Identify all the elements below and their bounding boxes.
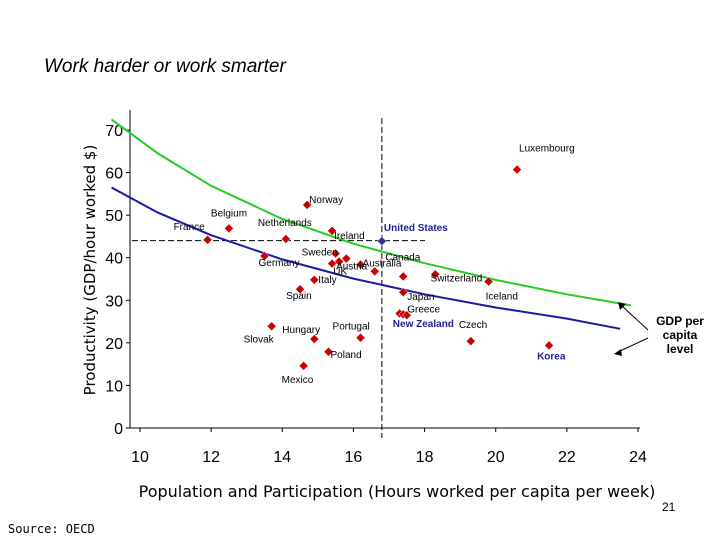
- point-label: Sweden: [302, 247, 338, 258]
- data-point: [259, 251, 270, 261]
- chart-title: Work harder or work smarter: [44, 56, 286, 77]
- point-label: Australia: [363, 259, 402, 270]
- arrowhead-lower: [614, 349, 622, 356]
- point-label: Greece: [407, 304, 440, 315]
- data-points: [202, 164, 554, 371]
- point-label: Japan: [407, 292, 434, 303]
- y-tick-label: 20: [105, 336, 123, 353]
- arrowhead-upper: [618, 302, 626, 310]
- data-point: [302, 200, 313, 210]
- slide-number: 21: [662, 500, 676, 514]
- y-tick-label: 30: [105, 293, 123, 310]
- x-tick-label: 20: [487, 449, 505, 466]
- source-note: Source: OECD: [8, 522, 95, 536]
- y-axis-label: Productivity (GDP/hour worked $): [81, 145, 99, 396]
- data-point: [398, 287, 409, 298]
- point-label: United States: [384, 223, 448, 234]
- green-curve: [110, 118, 632, 307]
- data-point: [377, 236, 387, 246]
- x-tick-label: 24: [629, 449, 647, 466]
- y-tick-label: 10: [105, 378, 123, 395]
- point-label: UK: [333, 266, 347, 277]
- annotation-arrow-upper: [621, 305, 649, 331]
- point-label: Mexico: [282, 375, 314, 386]
- y-tick-label: 60: [105, 166, 123, 183]
- trend-curves: [110, 118, 632, 330]
- data-point: [266, 321, 277, 332]
- chart-axes: 0 10 20 30 40 50 60 70 10 12 14 16 18 20 22 24 Populatio…: [81, 110, 655, 501]
- gdp-per-capita-note: GDP per capita level: [656, 314, 704, 356]
- point-label: Ireland: [334, 231, 365, 242]
- x-tick-label: 16: [345, 449, 363, 466]
- point-label: Portugal: [333, 322, 370, 333]
- data-point: [544, 340, 554, 351]
- point-label: Netherlands: [258, 218, 312, 229]
- point-label: Iceland: [486, 291, 518, 302]
- y-tick-label: 0: [114, 421, 123, 438]
- point-label: Germany: [259, 258, 300, 269]
- data-point: [355, 259, 366, 270]
- data-point: [369, 266, 380, 277]
- data-point: [280, 234, 291, 244]
- point-label: Poland: [331, 350, 362, 361]
- point-label: Czech: [459, 320, 487, 331]
- y-tick-label: 70: [105, 123, 123, 140]
- y-tick-label: 50: [105, 208, 123, 225]
- data-point: [341, 253, 352, 264]
- point-label: Switzerland: [431, 274, 483, 285]
- point-label: Austria: [336, 262, 368, 273]
- x-tick-label: 10: [131, 449, 149, 466]
- x-axis-label: Population and Participation (Hours work…: [139, 482, 656, 501]
- point-label: Canada: [385, 252, 420, 263]
- x-tick-label: 22: [558, 449, 576, 466]
- gdp-annotation: [614, 302, 649, 356]
- point-label: Belgium: [211, 208, 247, 219]
- data-point: [323, 346, 334, 357]
- data-point: [295, 284, 305, 295]
- data-point: [309, 274, 320, 285]
- point-labels: Luxembourg Norway Belgium France Netherlands…: [174, 144, 575, 386]
- data-point: [330, 248, 341, 259]
- x-tick-label: 14: [273, 449, 291, 466]
- data-point: [334, 256, 345, 267]
- x-tick-label: 12: [202, 449, 220, 466]
- data-point: [298, 360, 309, 371]
- reference-lines: [132, 118, 425, 438]
- data-point: [430, 269, 441, 280]
- annotation-arrow-lower: [617, 337, 649, 353]
- point-label: Hungary: [282, 325, 320, 336]
- point-label: Luxembourg: [519, 144, 575, 155]
- blue-curve: [111, 186, 621, 330]
- x-tick-label: 18: [416, 449, 434, 466]
- data-point: [483, 276, 494, 287]
- data-point: [309, 334, 320, 344]
- data-point: [327, 226, 337, 236]
- data-point: [401, 310, 412, 321]
- point-label: Slovak: [244, 334, 275, 345]
- data-point: [355, 332, 366, 343]
- data-point: [224, 223, 234, 234]
- point-label: Norway: [309, 195, 343, 206]
- point-label: New Zealand: [393, 319, 454, 330]
- data-point: [512, 164, 522, 175]
- data-point: [202, 234, 213, 245]
- point-label: France: [174, 222, 206, 233]
- data-point: [465, 336, 476, 347]
- point-label: Korea: [537, 351, 566, 362]
- point-label: Italy: [318, 275, 336, 286]
- point-label: Spain: [286, 291, 312, 302]
- data-point: [398, 271, 409, 282]
- y-tick-label: 40: [105, 251, 123, 268]
